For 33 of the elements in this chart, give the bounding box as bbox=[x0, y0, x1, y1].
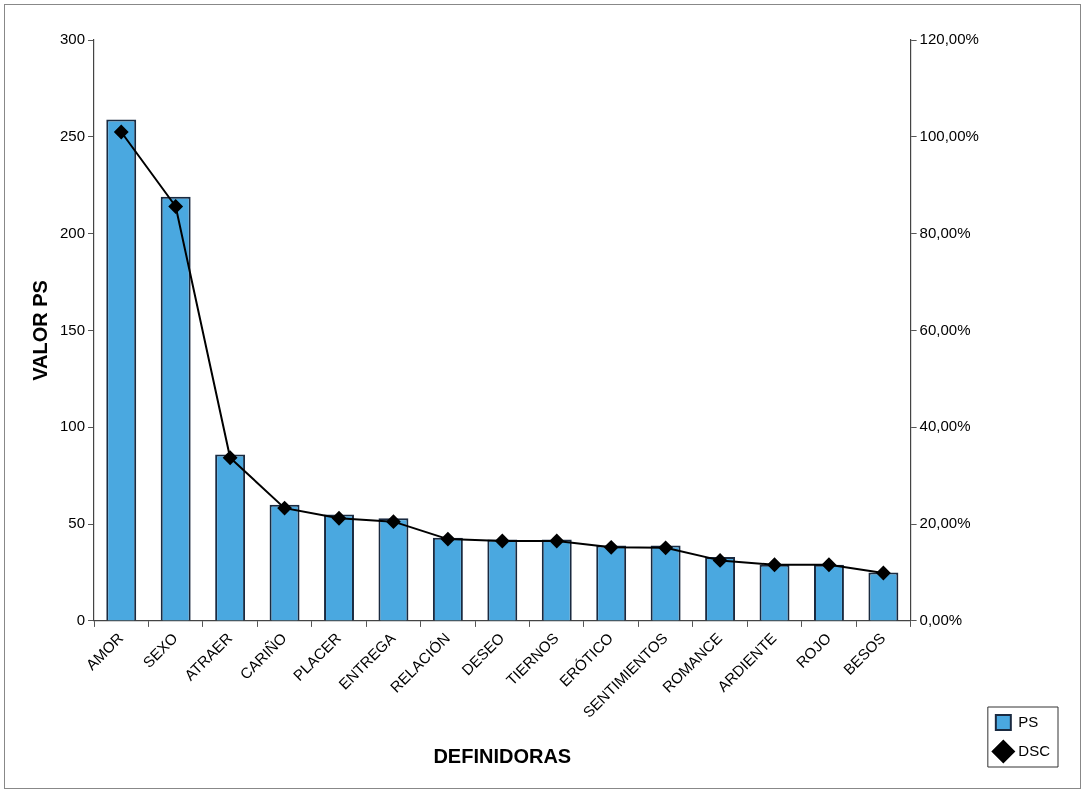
y2-tick-label: 60,00% bbox=[919, 320, 971, 338]
point bbox=[713, 553, 728, 568]
point bbox=[876, 565, 891, 580]
point bbox=[604, 540, 619, 555]
point bbox=[277, 501, 292, 516]
y-tick-label: 300 bbox=[60, 30, 86, 48]
point bbox=[549, 534, 564, 549]
legend-label: DSC bbox=[1018, 741, 1051, 759]
y2-tick-label: 40,00% bbox=[919, 417, 971, 435]
point bbox=[386, 514, 401, 529]
y-tick-label: 100 bbox=[60, 417, 86, 435]
legend-label: PS bbox=[1018, 712, 1039, 730]
y2-tick-label: 20,00% bbox=[919, 514, 971, 532]
y2-tick-label: 80,00% bbox=[919, 223, 971, 241]
y-tick-label: 150 bbox=[60, 320, 86, 338]
y2-tick-label: 120,00% bbox=[919, 30, 979, 48]
point bbox=[495, 534, 510, 549]
y2-tick-label: 0,00% bbox=[919, 611, 963, 629]
point bbox=[223, 450, 238, 465]
point bbox=[332, 511, 346, 526]
point bbox=[440, 532, 455, 547]
point bbox=[821, 557, 836, 572]
point bbox=[114, 124, 129, 139]
y2-tick-label: 100,00% bbox=[919, 126, 979, 144]
x-axis-title: DEFINIDORAS bbox=[433, 744, 572, 767]
point bbox=[658, 540, 673, 555]
y-axis-title: VALOR PS bbox=[28, 280, 51, 381]
y-tick-label: 50 bbox=[68, 514, 86, 532]
y-tick-label: 250 bbox=[60, 126, 86, 144]
point bbox=[168, 199, 183, 214]
y-tick-label: 200 bbox=[60, 223, 86, 241]
point bbox=[767, 557, 782, 572]
y-tick-label: 0 bbox=[76, 611, 86, 629]
